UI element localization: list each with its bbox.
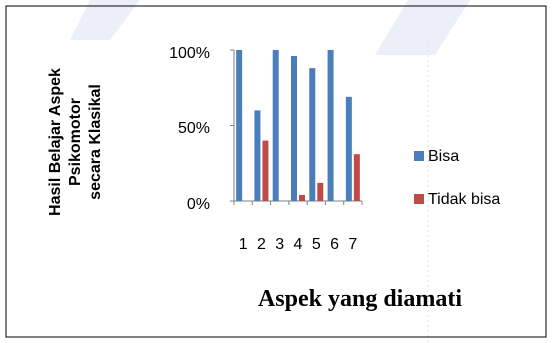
- bar-bisa-3: [272, 50, 279, 201]
- bar-tidak-bisa-7: [353, 154, 360, 201]
- background-accent: [375, 0, 470, 55]
- chart-border: [5, 5, 547, 338]
- y-tick-label: 50%: [178, 120, 210, 137]
- x-tick-label: 4: [294, 236, 303, 253]
- bar-bisa-6: [327, 50, 334, 201]
- legend-label-bisa: Bisa: [428, 148, 459, 165]
- bar-bisa-4: [291, 56, 297, 201]
- x-tick-label: 2: [257, 236, 266, 253]
- bar-tidak-bisa-5: [317, 182, 324, 201]
- y-axis-title-line: Hasil Belajar Aspek: [47, 68, 64, 216]
- bar-tidak-bisa-2: [262, 140, 269, 201]
- y-tick-label: 100%: [169, 45, 210, 62]
- bar-bisa-7: [345, 96, 352, 201]
- x-axis-title: Aspek yang diamati: [258, 286, 462, 312]
- legend-label-tidak-bisa: Tidak bisa: [428, 191, 500, 208]
- bar-bisa-2: [254, 110, 261, 201]
- x-tick-label: 7: [348, 236, 357, 253]
- y-axis-title: Hasil Belajar Aspek Psikomotor secara Kl…: [47, 68, 104, 216]
- bar-tidak-bisa-4: [299, 194, 305, 201]
- bar-bisa-1: [236, 50, 243, 201]
- background-accent: [70, 0, 140, 40]
- x-tick-label: 5: [312, 236, 321, 253]
- legend-swatch-tidak-bisa: [414, 194, 424, 204]
- legend-swatch-bisa: [414, 151, 424, 161]
- x-tick-label: 6: [330, 236, 339, 253]
- x-tick-label: 3: [275, 236, 284, 253]
- y-tick-label: 0%: [187, 196, 210, 213]
- legend: Bisa Tidak bisa: [414, 148, 500, 208]
- y-axis-title-line: Psikomotor: [67, 98, 84, 186]
- y-axis-title-line: secara Klasikal: [87, 84, 104, 200]
- x-tick-label: 1: [239, 236, 248, 253]
- bar-bisa-5: [309, 68, 316, 202]
